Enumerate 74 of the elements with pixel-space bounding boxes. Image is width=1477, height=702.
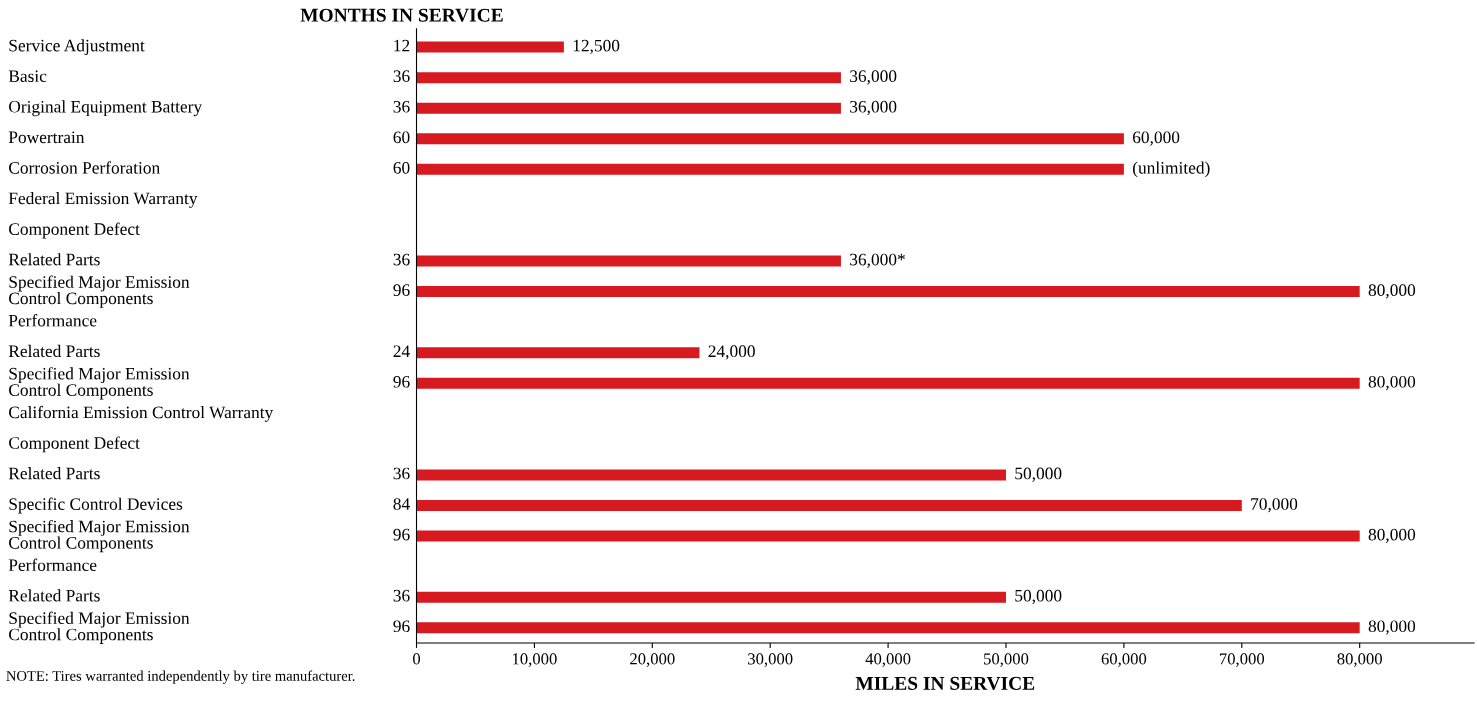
bar <box>416 469 1006 481</box>
y-tick-label: Specified Major Emission Control Components <box>9 275 190 308</box>
y2-tick-label: 96 <box>393 284 410 296</box>
y-tick-label: Component Defect <box>9 436 140 453</box>
data-label: 50,000 <box>1015 589 1062 605</box>
y-tick-label: California Emission Control Warranty <box>9 405 274 422</box>
y2-tick-label: 96 <box>393 620 410 633</box>
bar <box>416 286 1360 298</box>
y2-tick-label: 36 <box>393 467 410 480</box>
y-tick-label: Performance <box>8 314 97 327</box>
y2-tick-label: 24 <box>393 345 410 357</box>
y2-tick-label: 12 <box>394 39 410 52</box>
bar <box>416 530 1360 542</box>
bar <box>416 377 1360 389</box>
x-tick-label: 60,000 <box>1101 653 1147 667</box>
data-label: 24,000 <box>708 345 755 360</box>
y2-tick-label: 84 <box>393 498 410 510</box>
y-tick-label: Powertrain <box>8 131 85 144</box>
data-label: 36,000 <box>850 100 897 116</box>
bar <box>416 500 1242 512</box>
y-tick-label: Specific Control Devices <box>9 497 183 514</box>
y-tick-label: Related Parts <box>8 589 100 602</box>
data-label: 80,000 <box>1368 528 1416 543</box>
text: NOTE: Tires warranted independently by tire manufacturer. <box>6 670 355 684</box>
data-label: 12,500 <box>573 39 620 54</box>
bar <box>416 622 1360 634</box>
x-tick-label: 20,000 <box>630 653 675 667</box>
y-tick-label: Service Adjustment <box>9 39 145 55</box>
x-tick-label: 30,000 <box>748 653 793 667</box>
y2-tick-label: 36 <box>393 70 410 83</box>
y-tick-label: Performance <box>8 558 97 571</box>
y-tick-label: Original Equipment Battery <box>9 100 203 117</box>
y2-tick-label: 36 <box>393 100 410 113</box>
y2-tick-label: 96 <box>393 528 410 541</box>
y-tick-label: Related Parts <box>8 253 100 266</box>
data-label: 80,000 <box>1368 375 1416 391</box>
bar <box>416 255 841 267</box>
y-tick-label: Basic <box>8 70 47 83</box>
data-label: 80,000 <box>1368 284 1416 299</box>
y-tick-label: Specified Major Emission Control Components <box>9 519 190 553</box>
y-tick-label: Federal Emission Warranty <box>8 192 198 208</box>
y-tick-label: Related Parts <box>8 344 100 358</box>
bar <box>416 102 841 114</box>
bar <box>416 41 564 53</box>
data-label: 50,000 <box>1015 467 1062 482</box>
data-label: (unlimited) <box>1132 161 1210 178</box>
x-tick-label: 0 <box>412 653 421 665</box>
y-tick-label: Corrosion Perforation <box>9 161 160 174</box>
data-label: 80,000 <box>1368 620 1416 635</box>
x-axis-title: MILES IN SERVICE <box>855 676 1035 690</box>
x-tick-label: 80,000 <box>1337 653 1382 667</box>
y-tick-label: Component Defect <box>9 222 140 239</box>
y2-tick-label: 96 <box>393 375 410 388</box>
y2-tick-label: 36 <box>393 589 410 602</box>
x-tick-label: 70,000 <box>1219 653 1265 667</box>
bar <box>416 591 1006 603</box>
x-tick-label: 10,000 <box>512 653 557 667</box>
x-tick-label: 50,000 <box>984 653 1029 667</box>
data-label: 36,000 <box>850 70 897 85</box>
x-tick-label: 40,000 <box>865 653 911 667</box>
bar <box>416 72 841 84</box>
bar <box>416 347 700 359</box>
data-label: 36,000* <box>850 253 905 268</box>
y2-tick-label: 60 <box>393 161 410 174</box>
bar <box>416 163 1124 175</box>
data-label: 60,000 <box>1132 131 1180 146</box>
y-tick-label: Specified Major Emission Control Components <box>9 367 190 400</box>
y-tick-label: Related Parts <box>8 467 100 480</box>
y2-tick-label: 36 <box>393 253 410 266</box>
bar <box>416 133 1124 145</box>
y2-axis-title: MONTHS IN SERVICE <box>300 8 503 22</box>
y-tick-label: Specified Major Emission Control Components <box>9 611 190 644</box>
data-label: 70,000 <box>1251 498 1298 513</box>
y2-tick-label: 60 <box>393 131 410 144</box>
